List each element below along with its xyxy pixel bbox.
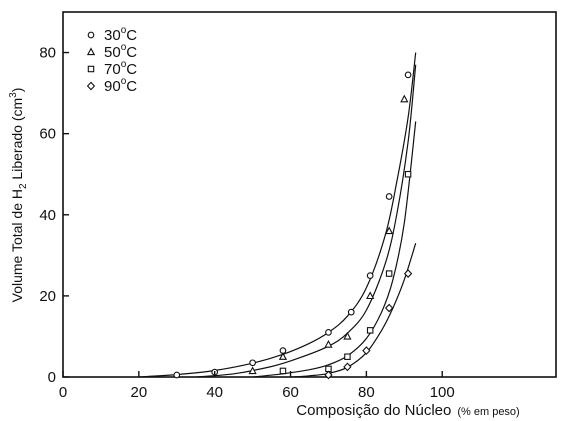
data-point-50c (343, 331, 352, 340)
data-point-50c (366, 291, 375, 300)
data-point-50c (248, 366, 257, 375)
x-tick-label: 100 (430, 384, 455, 401)
y-axis-label: Volume Total de H2 Liberado (cm3) (8, 88, 29, 303)
data-point-70c (279, 367, 287, 375)
data-point-30c (385, 193, 393, 200)
data-point-30c (404, 71, 412, 79)
data-point-70c (366, 327, 374, 334)
x-tick-label: 20 (131, 384, 148, 401)
legend-marker-30c (87, 31, 95, 39)
data-point-90c (362, 346, 371, 356)
x-tick-label: 0 (59, 384, 67, 401)
data-point-70c (385, 270, 393, 277)
y-tick-label: 60 (39, 126, 56, 143)
x-tick-label: 80 (358, 384, 375, 401)
plot-frame (62, 11, 557, 378)
data-point-90c (403, 269, 413, 278)
x-tick-label: 40 (206, 384, 223, 401)
x-tick-label: 60 (282, 384, 299, 401)
data-point-30c (325, 329, 332, 336)
data-point-50c (324, 339, 333, 348)
data-point-90c (343, 362, 352, 372)
y-tick-label: 80 (39, 45, 56, 62)
legend-marker-90c (86, 81, 96, 91)
x-axis-label: Composição do Núcleo (% em peso) (296, 402, 519, 419)
y-tick-label: 20 (39, 288, 56, 305)
fit-curve-70c (252, 121, 417, 378)
data-point-90c (384, 303, 394, 313)
data-point-70c (344, 353, 351, 360)
y-tick-label: 0 (48, 369, 56, 386)
fit-curve-30c (138, 52, 417, 378)
data-point-50c (385, 226, 394, 235)
legend-marker-50c (86, 47, 96, 56)
data-point-30c (173, 371, 181, 379)
data-point-50c (400, 94, 409, 103)
fit-curve-50c (195, 64, 417, 378)
legend-label-70c: 70oC (104, 59, 137, 78)
data-point-30c (366, 272, 374, 279)
data-point-70c (404, 170, 412, 178)
legend-marker-70c (87, 65, 95, 73)
fit-curves (138, 52, 417, 378)
data-point-90c (324, 370, 333, 380)
y-tick-label: 40 (39, 207, 56, 224)
legend-label-90c: 90oC (104, 76, 137, 95)
legend-label-30c: 30oC (104, 25, 137, 44)
legend-label-50c: 50oC (104, 42, 137, 61)
data-point-50c (278, 352, 288, 360)
axis-ticks: 0 20 40 60 80 100 0 20 40 60 80 (39, 45, 454, 401)
data-points (173, 71, 413, 380)
data-point-30c (249, 359, 256, 367)
data-point-30c (347, 308, 355, 316)
